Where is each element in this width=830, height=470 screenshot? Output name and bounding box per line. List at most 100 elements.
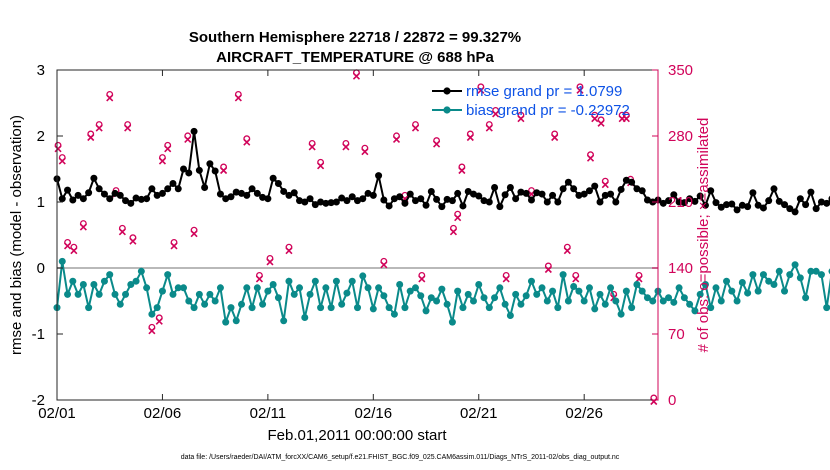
- bias-point: [554, 304, 562, 312]
- bias-point: [649, 297, 657, 305]
- bias-point: [802, 294, 810, 302]
- rmse-point: [148, 185, 156, 193]
- rmse-point: [480, 197, 488, 205]
- rmse-point: [549, 191, 557, 199]
- rmse-point: [195, 166, 203, 174]
- rmse-point: [385, 202, 393, 210]
- bias-point: [480, 294, 488, 302]
- rmse-point: [638, 187, 646, 195]
- rmse-point: [749, 189, 757, 197]
- assimilated-obs-point: [411, 124, 420, 132]
- rmse-point: [643, 196, 651, 204]
- rmse-point: [454, 189, 462, 197]
- bias-point: [438, 285, 446, 293]
- bias-point: [475, 281, 483, 288]
- rmse-point: [211, 167, 219, 175]
- rmse-point: [238, 189, 246, 197]
- bias-point: [111, 290, 119, 298]
- bias-point: [601, 300, 609, 308]
- bias-point: [79, 281, 87, 288]
- bias-point: [691, 307, 699, 315]
- bias-point: [127, 281, 135, 288]
- bias-point: [770, 281, 778, 288]
- y-right-tick-label: 350: [668, 62, 693, 79]
- bias-point: [549, 287, 557, 295]
- bias-point: [485, 304, 493, 312]
- bias-point: [74, 290, 82, 298]
- x-tick-label: 02/16: [355, 405, 393, 422]
- bias-point: [817, 271, 825, 279]
- bias-point: [332, 277, 340, 285]
- bias-point: [195, 290, 203, 298]
- bias-point: [296, 284, 304, 292]
- bias-point: [501, 300, 509, 308]
- rmse-point: [296, 197, 304, 205]
- bias-point: [564, 297, 572, 305]
- bias-point: [522, 292, 530, 300]
- rmse-point: [807, 188, 815, 196]
- assimilated-obs-point: [342, 143, 350, 151]
- bias-point: [443, 300, 451, 308]
- rmse-point: [222, 195, 230, 203]
- assimilated-obs-point: [601, 181, 609, 189]
- bias-point: [290, 290, 298, 298]
- bias-point: [580, 297, 588, 305]
- bias-point: [390, 310, 398, 318]
- bias-point: [723, 277, 731, 285]
- bias-point: [85, 304, 93, 312]
- assimilated-obs-point: [170, 242, 178, 250]
- rmse-point: [823, 199, 830, 207]
- rmse-point: [744, 203, 752, 211]
- rmse-point: [796, 195, 804, 203]
- rmse-point: [227, 193, 235, 201]
- assimilated-obs-point: [544, 265, 552, 274]
- rmse-point: [543, 198, 551, 206]
- rmse-point: [243, 191, 251, 199]
- bias-point: [643, 294, 651, 302]
- assimilated-obs-point: [70, 247, 78, 255]
- rmse-point: [338, 194, 346, 202]
- assimilated-obs-point: [492, 110, 500, 118]
- bias-point: [190, 304, 198, 312]
- bias-point: [733, 297, 741, 305]
- assimilated-obs-point: [243, 138, 251, 146]
- bias-point: [812, 267, 820, 275]
- bias-point: [633, 281, 641, 288]
- rmse-point: [343, 197, 351, 205]
- bias-point: [775, 267, 783, 275]
- rmse-point: [438, 203, 446, 211]
- y-axis-label: rmse and bias (model - observation): [8, 115, 25, 355]
- data-file-footnote: data file: /Users/raeder/DAI/ATM_forcXX/…: [181, 454, 620, 461]
- bias-point: [728, 287, 736, 295]
- rmse-point: [69, 196, 77, 204]
- rmse-point: [369, 191, 377, 199]
- bias-point: [469, 297, 477, 305]
- rmse-point: [506, 183, 514, 191]
- assimilated-obs-point: [308, 143, 316, 151]
- assimilated-obs-point: [87, 133, 95, 142]
- rmse-point: [332, 198, 340, 206]
- bias-point: [427, 294, 435, 302]
- bias-point: [612, 297, 620, 305]
- bias-point: [317, 304, 325, 312]
- rmse-point: [712, 199, 720, 207]
- bias-point: [659, 297, 667, 305]
- bias-point: [343, 289, 351, 297]
- assimilated-obs-point: [477, 86, 485, 94]
- rmse-point: [354, 197, 361, 205]
- assimilated-obs-point: [118, 228, 126, 236]
- rmse-point: [723, 201, 731, 209]
- rmse-point: [364, 189, 372, 197]
- rmse-point: [317, 198, 325, 206]
- bias-point: [538, 284, 546, 292]
- rmse-point: [759, 204, 767, 212]
- bias-point: [459, 304, 467, 312]
- assimilated-obs-point: [58, 157, 66, 165]
- assimilated-obs-point: [95, 124, 103, 132]
- assimilated-obs-point: [418, 275, 426, 283]
- legend-bias-label: bias grand pr = -0.22972: [466, 102, 630, 119]
- bias-point: [100, 277, 108, 285]
- rmse-point: [380, 196, 388, 204]
- bias-point: [543, 297, 551, 305]
